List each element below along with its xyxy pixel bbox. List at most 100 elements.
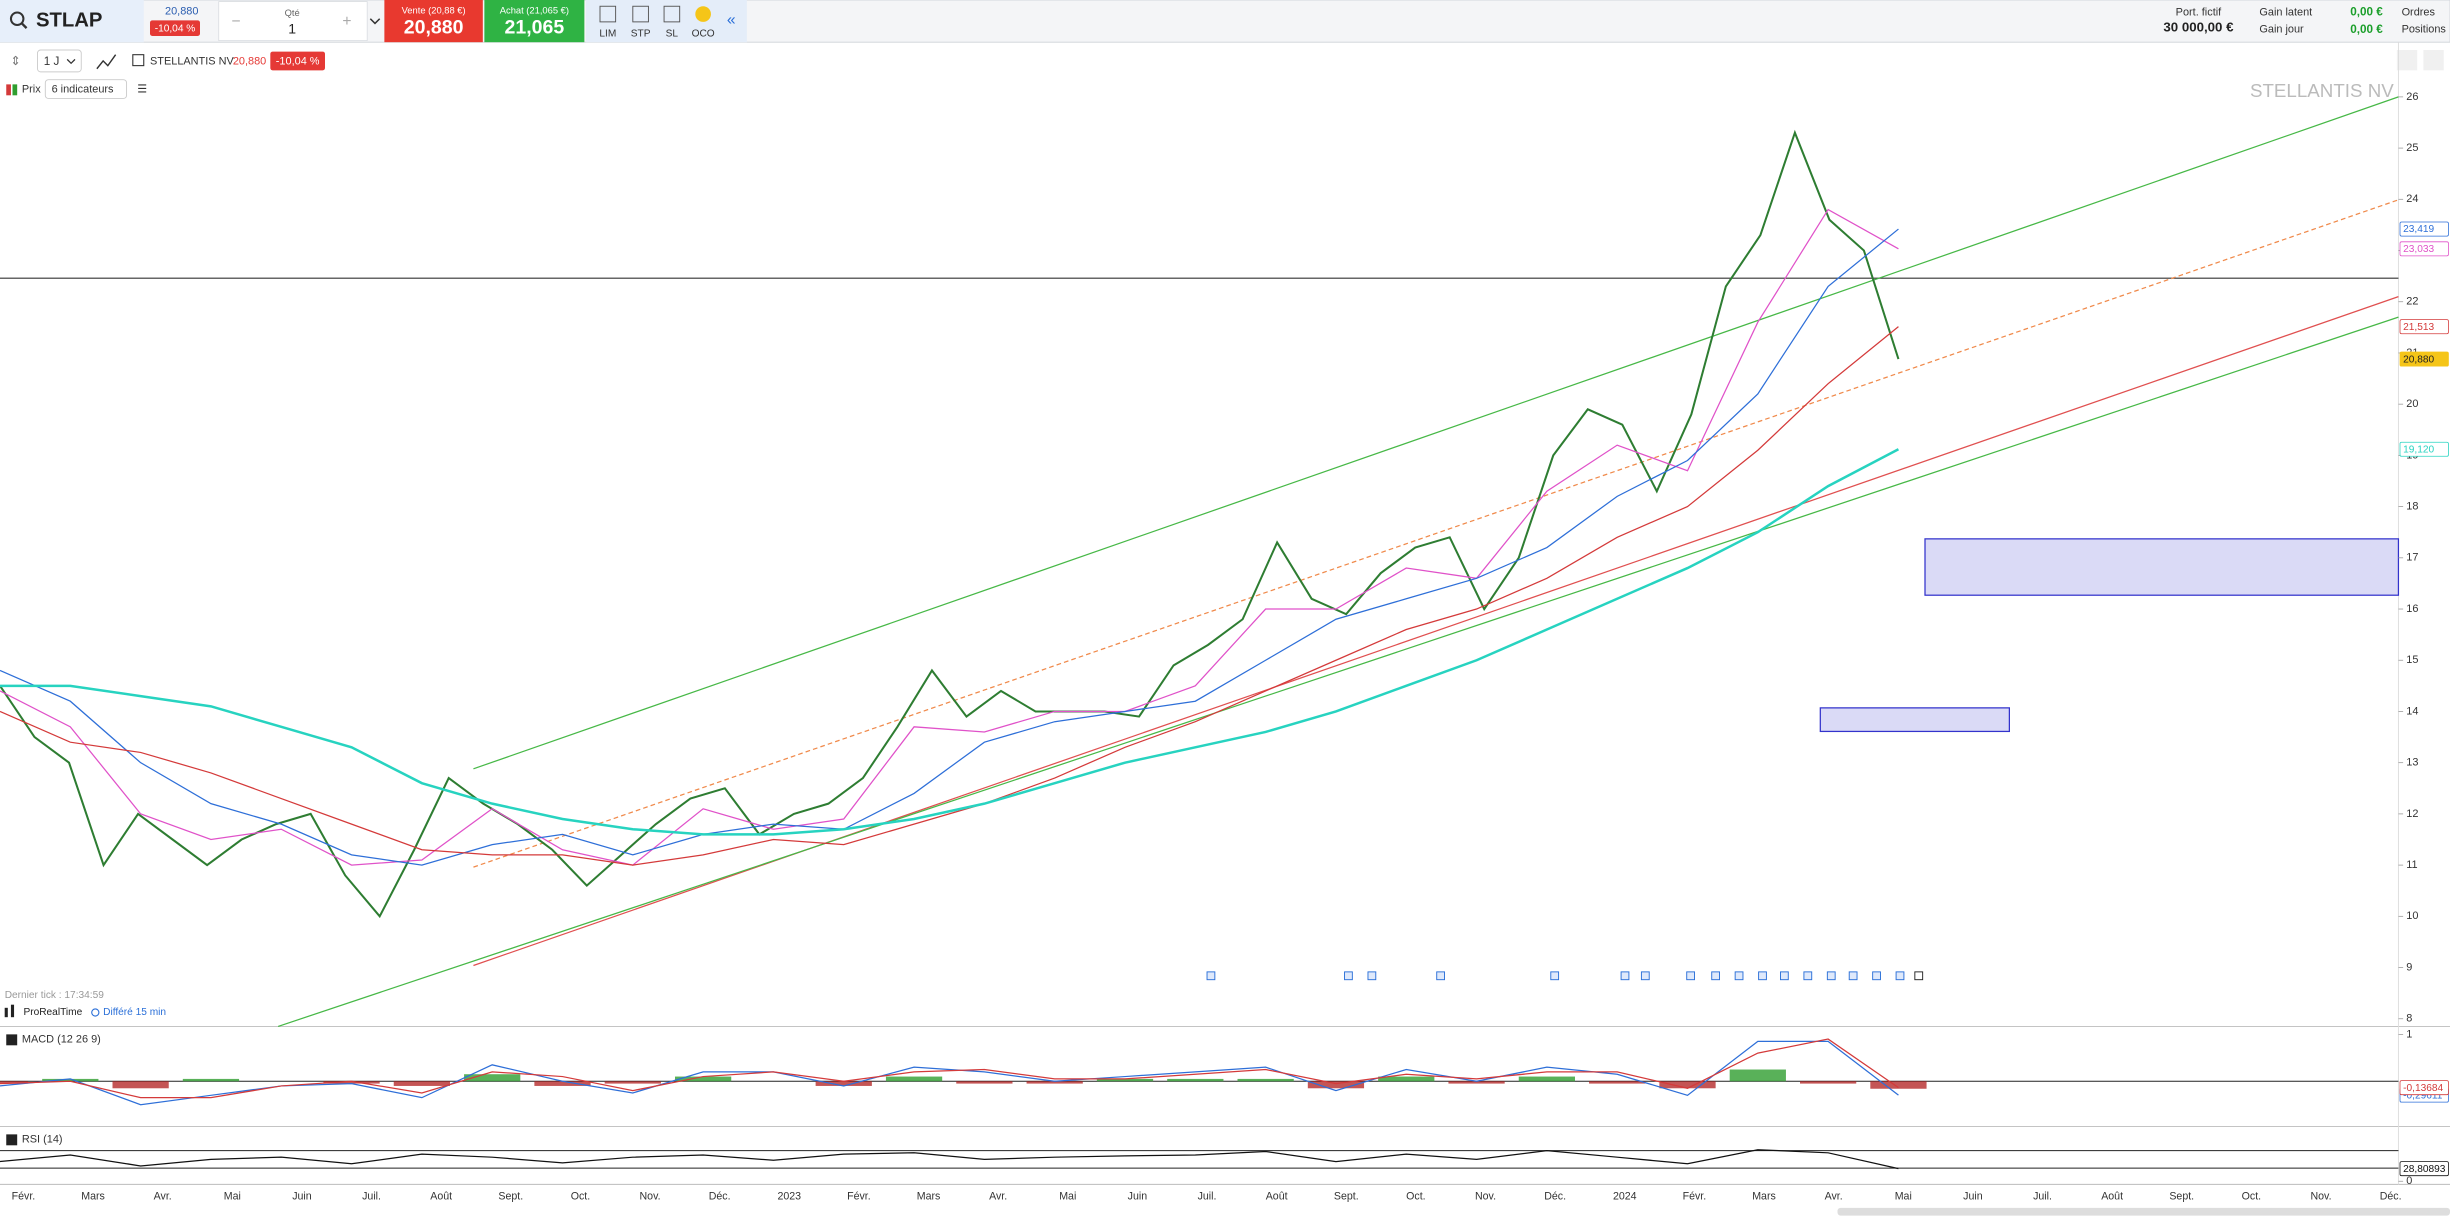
qty-box[interactable] (218, 1, 368, 42)
latent: 0,00 € (2350, 6, 2383, 19)
day-label: Gain jour (2259, 24, 2304, 36)
order-type[interactable]: STP (631, 28, 651, 39)
event-icon (1826, 971, 1836, 981)
event-icon (1367, 971, 1377, 981)
event-icon (1803, 971, 1813, 981)
histogram-bar (1589, 1081, 1646, 1084)
last-price: 20,880 (165, 6, 198, 18)
order-types (585, 0, 747, 43)
brand-icon (4, 1007, 8, 1018)
y-tick-label: 22 (2406, 296, 2418, 308)
y-tick-label: 1 (2406, 1028, 2412, 1040)
chart-type-icon[interactable] (96, 54, 117, 70)
scrollbar[interactable] (1837, 1207, 2450, 1216)
buy-button[interactable] (484, 0, 585, 43)
sl-icon[interactable] (663, 5, 681, 23)
stp-icon[interactable] (632, 5, 649, 23)
qty-label: Qté (285, 8, 300, 18)
event-icon (1895, 971, 1905, 981)
change-badge (150, 20, 200, 36)
x-tick-label: Déc. (2380, 1191, 2402, 1203)
x-tick-label: Juin (1128, 1191, 1148, 1203)
list-icon[interactable]: ☰ (137, 84, 147, 96)
histogram-bar (0, 1081, 29, 1084)
oco-icon[interactable] (695, 6, 711, 22)
minus[interactable]: − (231, 13, 240, 30)
qty-dropdown[interactable] (369, 18, 381, 25)
header-change-badge (270, 51, 325, 71)
positions-link[interactable]: Positions (2402, 24, 2447, 36)
x-tick-label: Févr. (12, 1191, 36, 1203)
pen-tool[interactable] (2396, 50, 2418, 71)
y-tick-label: 25 (2406, 142, 2418, 154)
x-tick-label: Mars (81, 1191, 105, 1203)
value-label: 21,513 (2403, 322, 2434, 333)
histogram-bar (112, 1081, 169, 1089)
x-tick-label: Oct. (2242, 1191, 2261, 1203)
y-tick-label: 16 (2406, 603, 2418, 615)
sell-label: Vente (20,88 €) (402, 5, 466, 15)
series-line (0, 326, 1899, 866)
value-label: 20,880 (2403, 354, 2434, 365)
interval[interactable]: 1 J (44, 55, 60, 68)
order-type[interactable]: SL (666, 28, 679, 39)
histogram-bar (464, 1074, 521, 1082)
search-icon (9, 11, 25, 27)
plus[interactable]: + (342, 13, 351, 30)
price-icon (6, 84, 11, 96)
y-tick-label: 8 (2406, 1013, 2412, 1025)
value-label-box (2399, 241, 2449, 257)
x-tick-label: Oct. (571, 1191, 590, 1203)
x-tick-label: Juin (1963, 1191, 1983, 1203)
event-icon (1640, 971, 1650, 981)
x-tick-label: Août (1266, 1191, 1288, 1203)
x-tick-label: Déc. (1544, 1191, 1566, 1203)
x-tick-label: Juil. (1198, 1191, 1217, 1203)
change: -10,04 % (155, 23, 196, 34)
collapse[interactable]: « (727, 11, 736, 28)
order-type[interactable]: OCO (692, 28, 715, 39)
histogram-bar (1237, 1078, 1294, 1082)
x-tick-label: Mars (1752, 1191, 1776, 1203)
histogram-bar (42, 1078, 99, 1082)
x-tick-label: 2023 (777, 1191, 801, 1203)
panel-icon (6, 1134, 18, 1146)
sell-price: 20,880 (404, 16, 464, 38)
tools-icon[interactable]: ⇕ (10, 54, 20, 68)
order-type[interactable]: LIM (599, 28, 616, 39)
y-tick-label: 14 (2406, 705, 2418, 717)
value-label: -0,13684 (2403, 1083, 2443, 1094)
zone (1924, 538, 2400, 596)
indicators[interactable]: 6 indicateurs (52, 84, 114, 96)
indicators-box[interactable] (44, 79, 128, 99)
y-tick-label: 13 (2406, 757, 2418, 769)
interval-box[interactable] (37, 49, 82, 73)
y-tick-label: 15 (2406, 654, 2418, 666)
window-tool[interactable] (2423, 50, 2444, 71)
x-tick-label: Nov. (2310, 1191, 2331, 1203)
trendline (473, 296, 2399, 967)
last-tick: Dernier tick : 17:34:59 (5, 990, 105, 1001)
event-icon (1734, 971, 1744, 981)
lim-icon[interactable] (599, 5, 617, 23)
orders-link[interactable]: Ordres (2402, 6, 2436, 18)
panel-title: RSI (14) (22, 1134, 63, 1146)
sell-button[interactable] (384, 0, 483, 43)
event-icon (1206, 971, 1216, 981)
event-icon (1758, 971, 1767, 981)
buy-price: 21,065 (505, 16, 565, 38)
y-tick-label: 12 (2406, 808, 2418, 820)
histogram-bar (1167, 1078, 1224, 1082)
value-label-box (2399, 441, 2449, 457)
x-tick-label: Juil. (2033, 1191, 2052, 1203)
value-label-box (2399, 221, 2449, 237)
x-tick-label: Juil. (362, 1191, 381, 1203)
y-tick-label: 10 (2406, 910, 2418, 922)
search-icon (21, 22, 28, 29)
histogram-bar (1729, 1069, 1786, 1082)
histogram-bar (604, 1081, 661, 1084)
header-price: 20,880 (233, 56, 266, 68)
histogram-bar (1096, 1078, 1154, 1082)
order-icons (599, 5, 681, 23)
brand: ProRealTime (23, 1007, 82, 1018)
